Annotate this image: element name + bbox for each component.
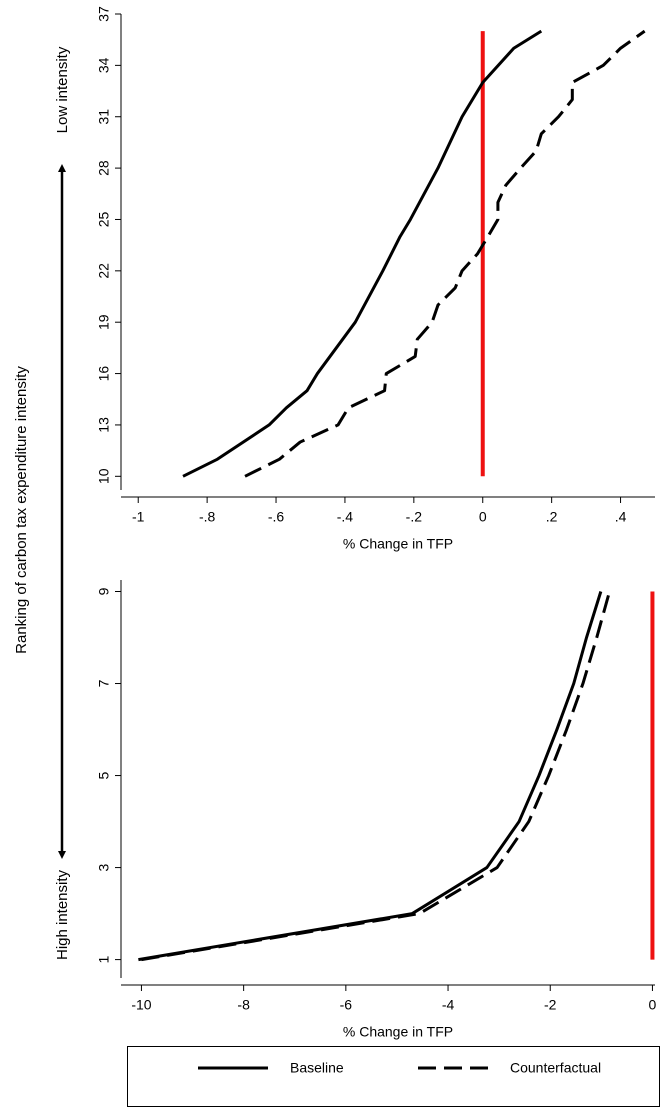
y-tick-label: 22 [96, 263, 112, 279]
y-tick-label: 1 [96, 955, 112, 963]
y-tick-label: 3 [96, 863, 112, 871]
x-tick-label: .4 [615, 509, 627, 525]
series-line [182, 29, 543, 478]
y-tick-label: 13 [96, 417, 112, 433]
x-axis-label: % Change in TFP [343, 536, 453, 552]
y-tick-label: 19 [96, 314, 112, 330]
x-tick-label: -.6 [268, 509, 285, 525]
x-tick-label: .2 [546, 509, 558, 525]
y-tick-label: 31 [96, 109, 112, 125]
y-tick-label: 34 [96, 57, 112, 73]
y-tick-label: 25 [96, 211, 112, 227]
y-axis-label: Ranking of carbon tax expenditure intens… [13, 366, 30, 654]
x-tick-label: -10 [131, 997, 151, 1013]
series-line [141, 591, 611, 962]
y-tick-label: 7 [96, 679, 112, 687]
y-tick-label: 9 [96, 587, 112, 595]
annotation: High intensity [54, 869, 71, 960]
x-tick-label: -.8 [199, 509, 216, 525]
x-tick-label: -6 [340, 997, 353, 1013]
legend-label: Counterfactual [510, 1060, 601, 1076]
series-line [138, 591, 603, 962]
x-tick-label: -4 [442, 997, 455, 1013]
y-tick-label: 10 [96, 468, 112, 484]
y-tick-label: 5 [96, 771, 112, 779]
annotation: Low intensity [54, 46, 71, 133]
x-tick-label: -8 [237, 997, 250, 1013]
x-tick-label: 0 [479, 509, 487, 525]
y-tick-label: 16 [96, 366, 112, 382]
x-tick-label: -1 [132, 509, 145, 525]
x-tick-label: 0 [649, 997, 657, 1013]
y-tick-label: 28 [96, 160, 112, 176]
x-axis-label: % Change in TFP [343, 1024, 453, 1040]
x-tick-label: -.2 [406, 509, 423, 525]
legend-box [127, 1046, 660, 1107]
x-tick-label: -.4 [337, 509, 354, 525]
series-line [244, 29, 646, 478]
legend-label: Baseline [290, 1060, 344, 1076]
x-tick-label: -2 [544, 997, 557, 1013]
y-tick-label: 37 [96, 6, 112, 22]
